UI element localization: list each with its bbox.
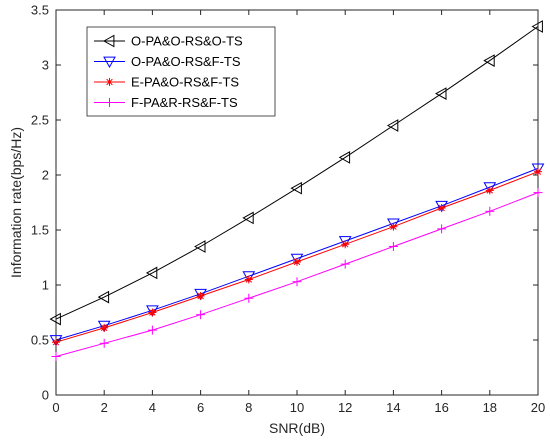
data-point (97, 320, 111, 333)
data-point (388, 242, 398, 251)
data-point (145, 266, 158, 280)
y-tick-label: 0 (42, 388, 49, 403)
data-point (533, 188, 543, 198)
y-tick-label: 1 (42, 278, 49, 293)
data-point (534, 167, 542, 176)
x-tick-label: 20 (531, 400, 545, 415)
data-point (146, 305, 159, 317)
data-point (386, 119, 399, 132)
data-point (292, 277, 302, 287)
legend-entry: F-PA&R-RS&F-TS (94, 95, 238, 110)
x-tick-label: 18 (483, 400, 497, 415)
x-tick-label: 4 (149, 400, 156, 415)
x-tick-label: 6 (197, 400, 204, 415)
data-point (293, 257, 301, 266)
data-point (100, 323, 109, 332)
legend-marker (105, 98, 114, 107)
data-point (51, 352, 61, 361)
legend-marker (103, 56, 116, 69)
legend-entry: E-PA&O-RS&F-TS (94, 75, 239, 90)
data-point (485, 186, 494, 195)
data-point (49, 335, 63, 347)
legend-marker (105, 78, 114, 86)
y-tick-label: 2.5 (31, 113, 49, 128)
legend: O-PA&O-RS&O-TS O-PA&O-RS&F-TS E-PA&O-RS&F-… (86, 26, 276, 117)
data-point (483, 54, 495, 67)
tick-labels: 0 2 4 6 8 10 12 14 16 18 20 0 0.5 1 1.5 2 2.5 3 3.5 (31, 3, 545, 416)
series-4 (51, 188, 543, 361)
series-3 (52, 167, 542, 347)
data-point (340, 259, 350, 269)
series-line (55, 26, 539, 320)
data-point (194, 288, 207, 301)
data-point (196, 310, 206, 320)
x-tick-label: 10 (290, 400, 304, 415)
legend-label: E-PA&O-RS&F-TS (131, 75, 239, 90)
y-tick-label: 2 (42, 168, 49, 183)
data-point (244, 293, 254, 303)
legend-label: F-PA&R-RS&F-TS (131, 95, 238, 110)
data-point (341, 240, 350, 249)
x-axis-label: SNR(dB) (269, 420, 325, 436)
data-point (196, 292, 205, 300)
data-point (242, 211, 254, 225)
data-point (435, 87, 447, 100)
data-point (99, 338, 109, 348)
x-tick-label: 8 (245, 400, 252, 415)
data-point (485, 206, 495, 216)
x-tick-label: 0 (52, 400, 59, 415)
data-point (52, 338, 60, 347)
data-point (437, 204, 446, 212)
data-point (97, 290, 110, 304)
x-tick-label: 16 (434, 400, 448, 415)
data-point (147, 325, 157, 335)
y-axis-label: Information rate(bps/Hz) (8, 127, 24, 278)
data-point (389, 222, 398, 231)
legend-entry: O-PA&O-RS&O-TS (94, 34, 243, 49)
data-point (437, 224, 447, 234)
data-point (290, 181, 302, 195)
data-point (244, 275, 253, 284)
y-tick-label: 3.5 (31, 3, 49, 18)
legend-box (86, 26, 276, 117)
data-point (148, 308, 157, 317)
legend-label: O-PA&O-RS&O-TS (131, 34, 243, 49)
data-point (435, 200, 448, 213)
y-tick-label: 0.5 (31, 333, 49, 348)
data-point (338, 151, 351, 164)
x-tick-label: 2 (101, 400, 108, 415)
x-tick-label: 14 (386, 400, 400, 415)
data-point (49, 312, 61, 326)
legend-marker (102, 34, 115, 48)
series-layer (49, 20, 545, 361)
data-point (531, 20, 543, 33)
y-tick-label: 1.5 (31, 223, 49, 238)
legend-entry: O-PA&O-RS&F-TS (94, 54, 241, 69)
y-tick-label: 3 (42, 58, 49, 73)
series-1 (49, 20, 543, 326)
legend-label: O-PA&O-RS&F-TS (131, 54, 241, 69)
data-point (194, 240, 206, 253)
x-tick-label: 12 (338, 400, 352, 415)
